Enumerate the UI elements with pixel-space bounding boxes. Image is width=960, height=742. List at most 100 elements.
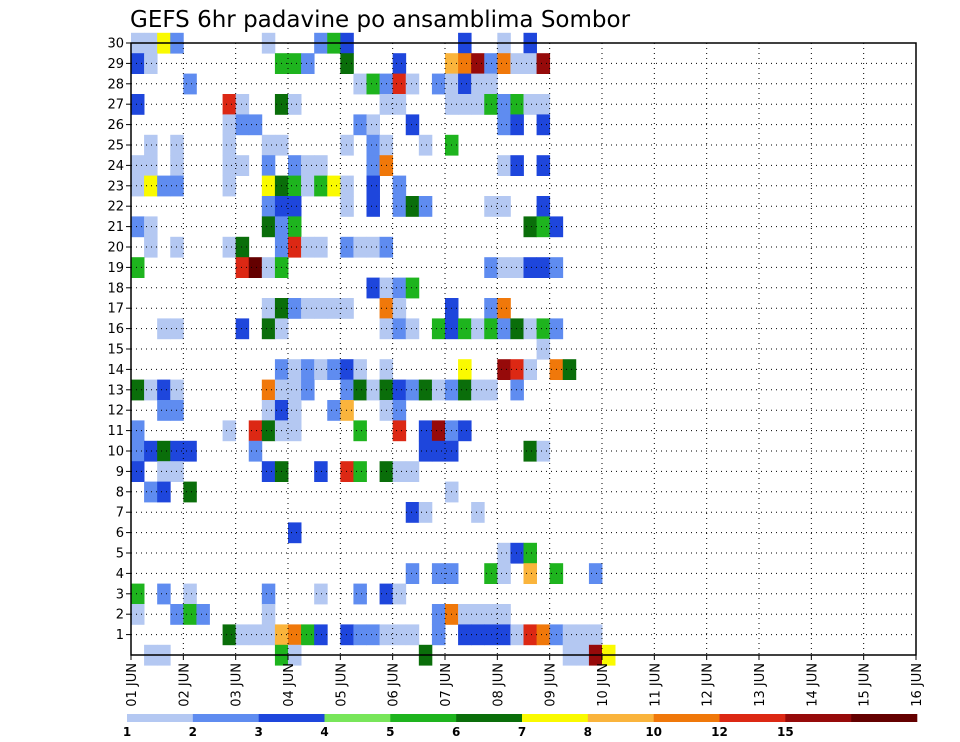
heatmap-cell [222,114,237,136]
x-tick-label: 14 JUN [805,663,820,707]
y-tick-label: 11 [107,424,124,439]
heatmap-cell [366,236,380,258]
heatmap-cell [484,563,498,584]
heatmap-cell [366,134,380,156]
y-axis-ticks: 1234567891011121314151617181920212223242… [107,37,131,643]
heatmap-cell [458,420,472,442]
y-tick-label: 9 [116,465,124,480]
heatmap-cell [471,94,485,115]
heatmap-cell [418,134,433,156]
heatmap-cell [392,624,407,646]
heatmap-cell [157,400,171,421]
y-tick-label: 15 [107,343,124,358]
y-tick-label: 7 [116,506,124,521]
heatmap-cell [392,175,407,197]
heatmap-cell [510,542,524,564]
heatmap-cell [471,318,485,340]
heatmap-cell [418,379,433,401]
heatmap-cell [458,73,472,95]
heatmap-cell [366,379,380,401]
heatmap-cell [261,461,276,482]
y-tick-label: 22 [107,200,124,215]
heatmap-cell [418,440,433,462]
heatmap-cell [288,298,302,319]
heatmap-cell [431,73,446,95]
heatmap-cell [301,624,315,646]
x-tick-label: 11 JUN [648,663,663,707]
heatmap-cell [431,420,446,442]
heatmap-cell [222,134,237,156]
heatmap-cell [392,461,407,482]
heatmap-cell [536,318,551,340]
x-tick-label: 08 JUN [491,663,506,707]
heatmap-cell [314,236,328,258]
dotted-grid [131,43,916,655]
heatmap-cell [353,461,367,482]
heatmap-cell [405,624,420,646]
heatmap-cell [288,175,302,197]
heatmap-cell [340,53,354,74]
heatmap-cell [523,542,537,564]
heatmap-cell [431,604,446,625]
heatmap-cell [288,379,302,401]
heatmap-cell [366,114,380,136]
heatmap-cell [288,420,302,442]
heatmap-cell [353,236,367,258]
heatmap-cell [235,155,250,176]
heatmap-cell [523,94,537,115]
heatmap-cell [471,604,485,625]
heatmap-cell [144,53,158,74]
heatmap-cell [431,379,446,401]
heatmap-cell [497,542,511,564]
heatmap-cell [157,461,171,482]
heatmap-cell [405,379,420,401]
x-tick-label: 03 JUN [230,663,245,707]
heatmap-cell [431,318,446,340]
heatmap-cell [301,298,315,319]
colorbar-swatch [719,714,786,722]
heatmap-cell [484,94,498,115]
heatmap-cell [510,94,524,115]
heatmap-cell [497,359,511,380]
heatmap-cell [497,563,511,584]
heatmap-cell [248,420,263,442]
heatmap-cell [431,624,446,646]
heatmap-cell [497,318,511,340]
heatmap-cell [144,134,158,156]
heatmap-cell [366,175,380,197]
colorbar-swatch [456,714,523,722]
heatmap-cell [248,114,263,136]
colorbar-label: 10 [645,725,662,739]
heatmap-cell [536,53,551,74]
x-tick-label: 06 JUN [387,663,402,707]
heatmap-cell [392,583,407,605]
y-tick-label: 17 [107,302,124,317]
colorbar-swatch [785,714,852,722]
heatmap-cell [131,604,145,625]
heatmap-cell [405,563,420,584]
heatmap-cell [235,257,250,278]
heatmap-cell [235,624,250,646]
y-tick-label: 27 [107,98,124,113]
heatmap-cell [484,624,498,646]
heatmap-cell [340,175,354,197]
colorbar-label: 2 [189,725,197,739]
heatmap-cell [405,114,420,136]
heatmap-cell [510,379,524,401]
heatmap-cell [131,175,145,197]
y-tick-label: 6 [116,526,124,541]
heatmap-cell [484,73,498,95]
y-tick-label: 12 [107,404,124,419]
heatmap-cell [536,440,551,462]
heatmap-cell [497,94,511,115]
heatmap-cell [497,257,511,278]
heatmap-cell [510,53,524,74]
heatmap-cell [157,440,171,462]
heatmap-cell [340,134,354,156]
heatmap-cell [458,604,472,625]
heatmap-cell [471,73,485,95]
heatmap-cell [458,624,472,646]
heatmap-cell [314,624,328,646]
heatmap-cell [261,604,276,625]
